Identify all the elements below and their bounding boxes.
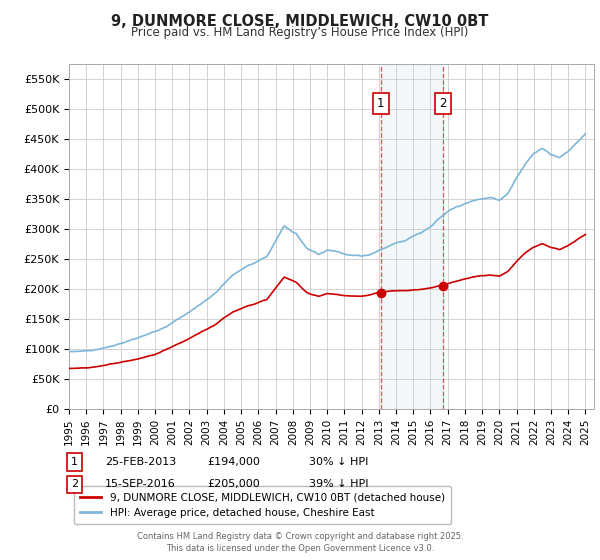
Text: 2: 2 [71,479,78,489]
Text: 15-SEP-2016: 15-SEP-2016 [105,479,176,489]
Legend: 9, DUNMORE CLOSE, MIDDLEWICH, CW10 0BT (detached house), HPI: Average price, det: 9, DUNMORE CLOSE, MIDDLEWICH, CW10 0BT (… [74,486,451,524]
Text: Price paid vs. HM Land Registry’s House Price Index (HPI): Price paid vs. HM Land Registry’s House … [131,26,469,39]
Text: 1: 1 [71,457,78,467]
Text: 9, DUNMORE CLOSE, MIDDLEWICH, CW10 0BT: 9, DUNMORE CLOSE, MIDDLEWICH, CW10 0BT [112,14,488,29]
Text: £194,000: £194,000 [207,457,260,467]
Text: 1: 1 [377,97,385,110]
Text: 25-FEB-2013: 25-FEB-2013 [105,457,176,467]
Text: 39% ↓ HPI: 39% ↓ HPI [309,479,368,489]
Text: 30% ↓ HPI: 30% ↓ HPI [309,457,368,467]
Bar [381,64,443,409]
Text: £205,000: £205,000 [207,479,260,489]
Text: 2: 2 [439,97,446,110]
Text: Contains HM Land Registry data © Crown copyright and database right 2025.
This d: Contains HM Land Registry data © Crown c… [137,532,463,553]
